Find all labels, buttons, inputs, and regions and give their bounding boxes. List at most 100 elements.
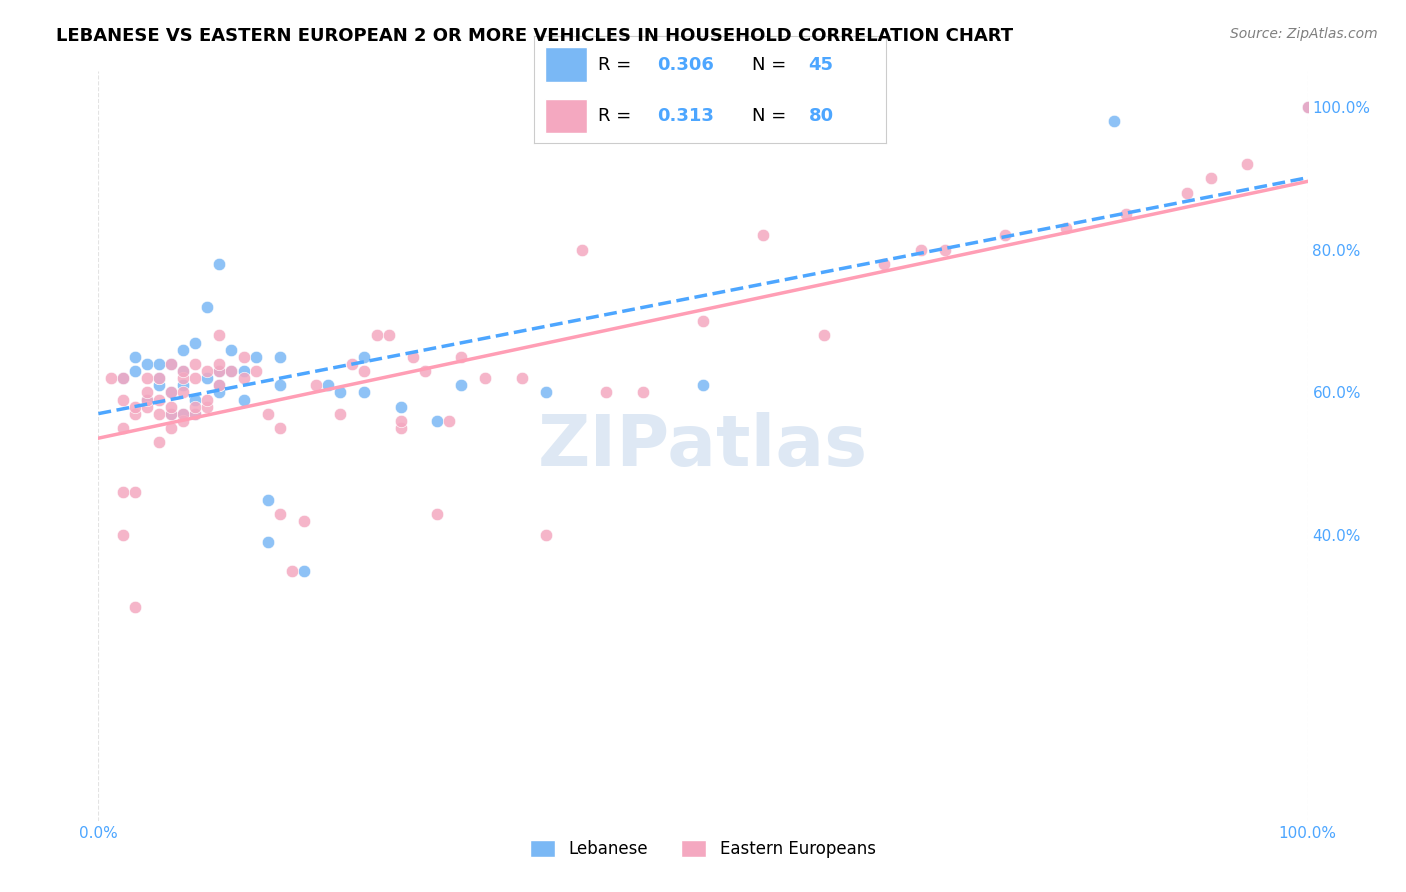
Point (692, 378, 714, 392)
Point (221, 364, 243, 378)
Text: 80: 80 (808, 107, 834, 125)
Point (450, 350, 472, 364)
Point (124, 599, 146, 614)
Point (111, 485, 134, 500)
Point (160, 357, 183, 371)
Point (256, 407, 278, 421)
Point (195, 371, 218, 385)
Point (208, 328, 231, 343)
Point (195, 364, 218, 378)
Point (305, 378, 328, 392)
Point (534, 385, 557, 400)
Text: Source: ZipAtlas.com: Source: ZipAtlas.com (1230, 27, 1378, 41)
Point (245, 350, 267, 364)
Point (1199, 171, 1222, 186)
Point (208, 364, 231, 378)
Point (245, 364, 267, 378)
Point (232, 392, 254, 407)
Point (208, 385, 231, 400)
Point (269, 421, 291, 435)
Point (208, 357, 231, 371)
Point (160, 421, 183, 435)
Point (208, 364, 231, 378)
FancyBboxPatch shape (544, 47, 588, 82)
Point (124, 364, 146, 378)
Point (232, 371, 254, 385)
Point (172, 385, 194, 400)
Point (342, 357, 364, 371)
Text: 45: 45 (808, 55, 834, 73)
Point (148, 435, 170, 450)
Point (1296, 100, 1319, 114)
Point (172, 364, 194, 378)
Text: LEBANESE VS EASTERN EUROPEAN 2 OR MORE VEHICLES IN HOUSEHOLD CORRELATION CHART: LEBANESE VS EASTERN EUROPEAN 2 OR MORE V… (56, 27, 1014, 45)
Point (256, 492, 278, 507)
Point (135, 385, 157, 400)
Point (135, 392, 157, 407)
Point (595, 385, 617, 400)
Point (148, 407, 170, 421)
Point (389, 400, 412, 414)
FancyBboxPatch shape (544, 99, 588, 133)
Point (571, 243, 593, 257)
Point (208, 378, 231, 392)
Point (437, 414, 460, 428)
Point (111, 371, 134, 385)
Point (160, 407, 183, 421)
Point (148, 371, 170, 385)
Point (329, 385, 352, 400)
Point (111, 421, 134, 435)
Point (172, 407, 194, 421)
Text: 0.313: 0.313 (657, 107, 714, 125)
Point (111, 371, 134, 385)
Point (813, 328, 835, 343)
Point (160, 385, 183, 400)
Point (135, 392, 157, 407)
Point (148, 392, 170, 407)
Point (195, 300, 218, 314)
Point (329, 407, 352, 421)
Point (195, 400, 218, 414)
Point (135, 357, 157, 371)
Point (510, 371, 533, 385)
Legend: Lebanese, Eastern Europeans: Lebanese, Eastern Europeans (523, 833, 883, 864)
Point (124, 350, 146, 364)
Point (221, 364, 243, 378)
Point (184, 357, 207, 371)
Point (148, 357, 170, 371)
Point (389, 414, 412, 428)
Point (281, 564, 304, 578)
Point (1175, 186, 1198, 200)
Point (292, 514, 315, 528)
Point (269, 378, 291, 392)
Point (160, 400, 183, 414)
Point (389, 421, 412, 435)
Point (232, 364, 254, 378)
Point (148, 371, 170, 385)
Point (184, 407, 207, 421)
Point (135, 371, 157, 385)
Point (450, 378, 472, 392)
Point (184, 335, 207, 350)
Point (148, 378, 170, 392)
Point (1236, 157, 1258, 171)
Point (232, 350, 254, 364)
Point (208, 257, 231, 271)
Point (208, 378, 231, 392)
Point (692, 314, 714, 328)
Point (353, 350, 375, 364)
Point (994, 228, 1017, 243)
Point (160, 357, 183, 371)
Point (184, 392, 207, 407)
Point (426, 414, 449, 428)
Point (124, 400, 146, 414)
Point (934, 243, 956, 257)
Point (413, 364, 436, 378)
Point (1115, 207, 1137, 221)
Text: R =: R = (598, 107, 631, 125)
Point (316, 378, 339, 392)
Point (353, 364, 375, 378)
Point (1102, 114, 1125, 128)
Point (377, 328, 399, 343)
Point (269, 507, 291, 521)
